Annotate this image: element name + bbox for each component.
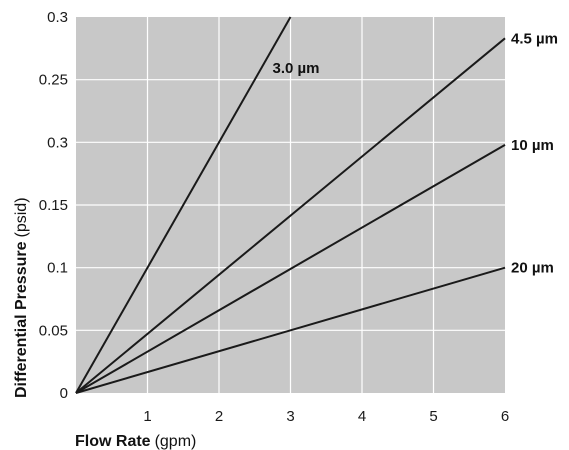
series-line-4-5-m: [75, 37, 506, 394]
series-labels: 3.0 µm 4.5 µm 10 µm 20 µm: [273, 30, 559, 276]
x-tick-label: 1: [143, 408, 151, 425]
series-label-10-m: 10 µm: [511, 137, 554, 154]
x-tick-label: 4: [358, 408, 366, 425]
series-line-10-m: [75, 143, 506, 394]
y-tick-label: 0.15: [39, 197, 68, 214]
series-label-20-m: 20 µm: [511, 260, 554, 277]
x-axis-title: Flow Rate (gpm): [75, 433, 196, 450]
x-tick-label: 5: [429, 408, 437, 425]
y-tick-label: 0.05: [39, 322, 68, 339]
y-tick-label: 0: [60, 385, 68, 402]
x-axis-ticks: 1 2 3 4 5 6: [143, 408, 509, 425]
y-axis-ticks: 0 0.05 0.1 0.15 0.3 0.25 0.3: [39, 9, 68, 402]
x-tick-label: 6: [501, 408, 509, 425]
y-axis-title: Differential Pressure(psid): [13, 197, 30, 398]
y-tick-label: 0.25: [39, 72, 68, 89]
x-tick-label: 3: [286, 408, 294, 425]
series-label-4-5-m: 4.5 µm: [511, 30, 558, 47]
x-tick-label: 2: [215, 408, 223, 425]
y-tick-label: 0.3: [47, 9, 68, 26]
series-line-20-m: [75, 266, 506, 394]
y-tick-label: 0.1: [47, 260, 68, 277]
series-lines: [75, 16, 506, 394]
series-label-3-0-m: 3.0 µm: [273, 60, 320, 77]
y-tick-label: 0.3: [47, 134, 68, 151]
series-line-3-0-m: [75, 16, 292, 394]
